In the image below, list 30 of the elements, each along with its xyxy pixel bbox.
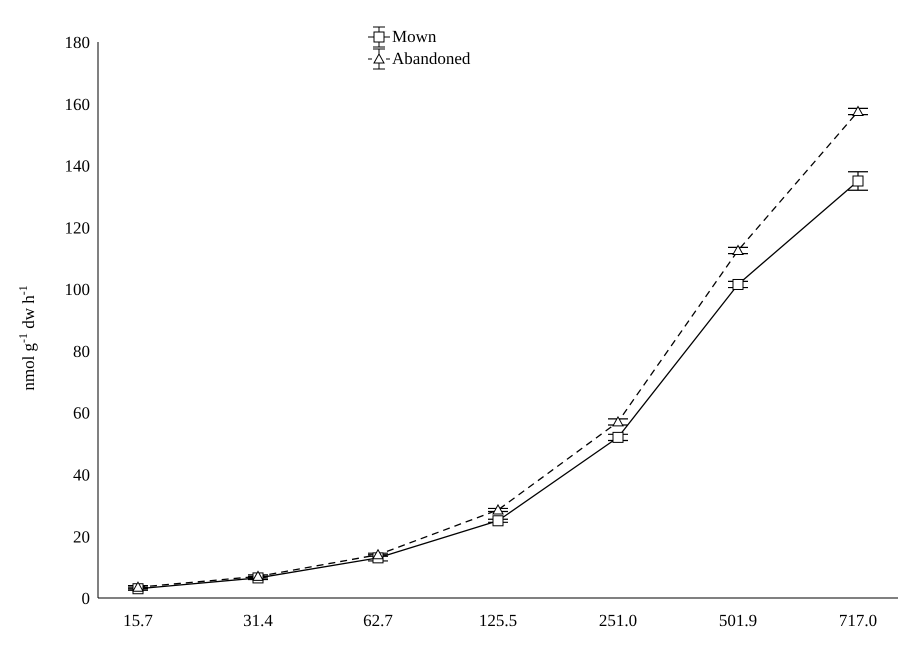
y-tick-label: 80 (73, 342, 90, 361)
y-tick-label: 160 (64, 94, 90, 114)
point (252, 570, 264, 581)
y-tick-label: 20 (73, 527, 90, 546)
point (612, 432, 624, 443)
point (612, 416, 624, 426)
y-tick-label: 180 (64, 33, 90, 52)
legend-label: Mown (392, 26, 436, 48)
x-tick-label: 501.9 (718, 611, 758, 630)
legend-label: Abandoned (392, 48, 470, 70)
point (852, 176, 864, 186)
y-tick-label: 120 (64, 218, 90, 238)
point (732, 245, 744, 255)
point (852, 106, 864, 116)
y-tick-label: 0 (82, 589, 90, 608)
y-tick-label: 60 (73, 404, 90, 423)
x-tick-label: 251.0 (598, 611, 638, 630)
x-tick-label: 15.7 (123, 611, 154, 630)
x-tick-label: 62.7 (363, 611, 394, 630)
y-tick-label: 40 (73, 465, 90, 484)
y-tick-label: 100 (64, 280, 90, 300)
y-tick-label: 140 (64, 156, 90, 176)
x-tick-label: 125.5 (478, 611, 518, 630)
x-tick-label: 31.4 (243, 611, 274, 630)
point (132, 582, 144, 592)
point (492, 515, 504, 526)
point (492, 504, 504, 514)
point (372, 549, 384, 560)
point (732, 278, 744, 290)
x-tick-label: 717.0 (838, 611, 878, 630)
